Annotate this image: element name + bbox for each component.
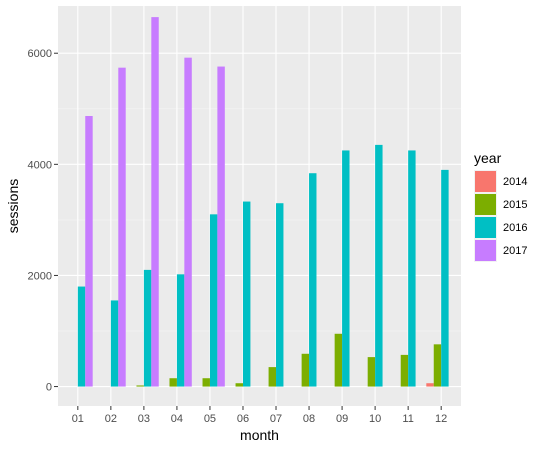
bar-2015-12 xyxy=(433,344,442,387)
bar-2015-03 xyxy=(136,385,144,387)
legend-swatch-2014 xyxy=(475,171,496,192)
x-tick-label: 10 xyxy=(369,413,381,425)
x-axis-title: month xyxy=(240,427,279,443)
legend: year 2014 2015 2016 2017 xyxy=(474,150,527,262)
x-tick-label: 04 xyxy=(171,413,183,425)
bar-2016-02 xyxy=(110,300,119,387)
x-tick-label: 07 xyxy=(270,413,282,425)
legend-swatch-2017 xyxy=(475,240,496,261)
x-tick-label: 09 xyxy=(336,413,348,425)
bar-2015-09 xyxy=(334,333,343,387)
x-tick-label: 02 xyxy=(105,413,117,425)
y-tick-label: 2000 xyxy=(28,270,52,282)
x-tick-label: 11 xyxy=(402,413,413,425)
y-axis-title: sessions xyxy=(5,179,21,233)
bar-2015-08 xyxy=(301,353,310,387)
legend-label-2017: 2017 xyxy=(503,245,527,257)
bar-2016-06 xyxy=(242,201,251,387)
x-axis: 01 02 03 04 05 06 07 08 09 10 11 12 xyxy=(72,406,447,425)
legend-label-2016: 2016 xyxy=(503,222,527,234)
bar-2016-11 xyxy=(408,150,416,387)
bar-2016-10 xyxy=(375,144,383,387)
x-tick-label: 12 xyxy=(435,413,447,425)
legend-title: year xyxy=(474,150,502,166)
bar-2015-07 xyxy=(268,367,277,387)
bar-2017-05 xyxy=(217,66,225,387)
bar-2015-05 xyxy=(202,378,210,387)
bar-2014-12 xyxy=(426,383,434,387)
x-tick-label: 08 xyxy=(303,413,315,425)
x-tick-label: 01 xyxy=(72,413,84,425)
bar-2015-06 xyxy=(235,383,243,387)
bar-2016-03 xyxy=(143,269,152,387)
y-axis: 0 2000 4000 6000 xyxy=(28,48,58,394)
bar-2017-01 xyxy=(85,116,93,387)
bar-2017-02 xyxy=(118,67,126,387)
y-tick-label: 6000 xyxy=(28,48,52,60)
y-tick-label: 4000 xyxy=(28,159,52,171)
bar-2017-04 xyxy=(184,57,192,387)
x-tick-label: 05 xyxy=(204,413,216,425)
y-tick-label: 0 xyxy=(46,382,52,394)
bar-2016-12 xyxy=(441,169,449,387)
legend-label-2015: 2015 xyxy=(503,199,527,211)
bars xyxy=(77,17,449,387)
bar-2015-10 xyxy=(367,357,376,387)
bar-2016-01 xyxy=(77,286,86,387)
bar-2016-09 xyxy=(342,150,350,387)
bar-2015-11 xyxy=(400,354,409,387)
bar-2016-07 xyxy=(276,203,284,387)
bar-2015-04 xyxy=(169,378,177,387)
bar-2016-05 xyxy=(209,214,218,387)
bar-2016-04 xyxy=(176,274,185,387)
x-tick-label: 03 xyxy=(138,413,150,425)
x-tick-label: 06 xyxy=(237,413,249,425)
bar-2017-03 xyxy=(151,17,159,387)
legend-swatch-2016 xyxy=(475,217,496,238)
bar-2016-08 xyxy=(309,173,317,387)
legend-label-2014: 2014 xyxy=(503,176,527,188)
legend-swatch-2015 xyxy=(475,194,496,215)
